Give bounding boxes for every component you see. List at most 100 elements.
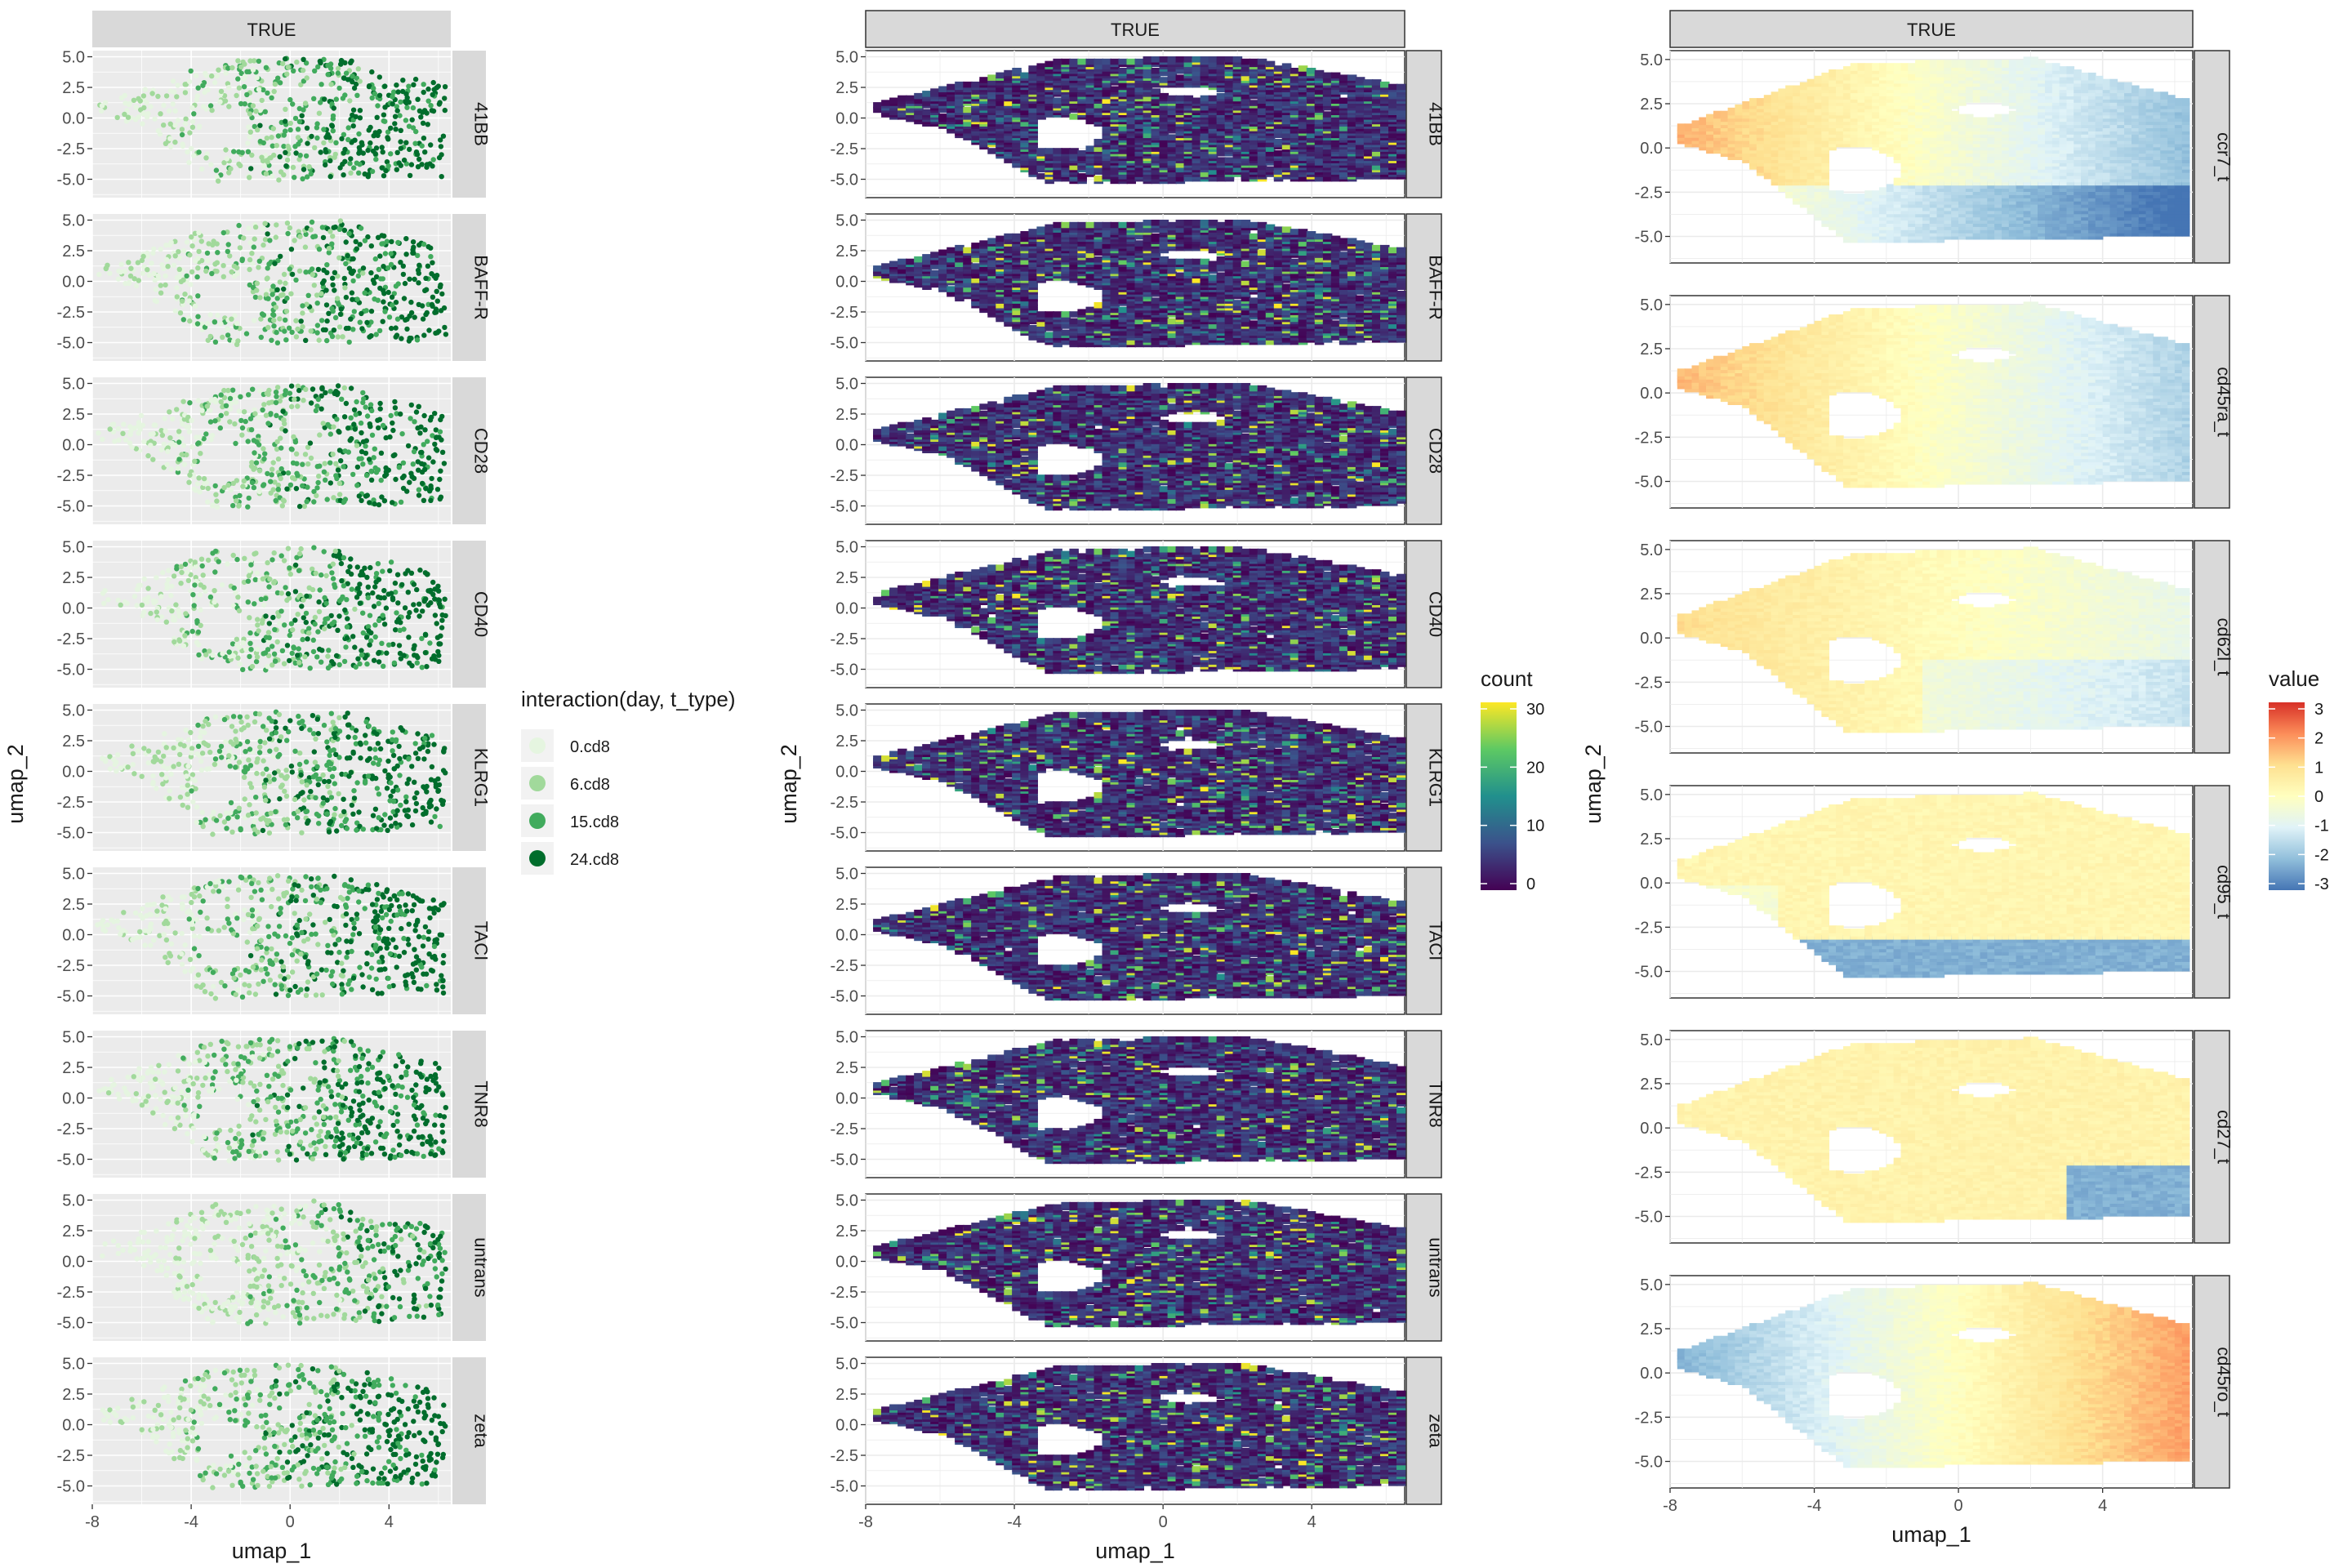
point — [350, 278, 355, 283]
point — [247, 630, 252, 635]
point — [367, 457, 372, 461]
point — [420, 665, 425, 670]
point — [271, 323, 276, 328]
y-tick-label: 0.0 — [62, 600, 85, 618]
point — [401, 486, 406, 491]
point — [223, 98, 228, 103]
y-tick-label: 0.0 — [62, 437, 85, 455]
facet-label-CD40: CD40 — [471, 591, 492, 637]
point — [261, 226, 265, 231]
point — [247, 97, 252, 102]
point — [358, 242, 363, 247]
point — [180, 299, 185, 304]
point — [264, 172, 269, 176]
point — [439, 618, 444, 623]
point — [105, 597, 110, 602]
point — [403, 252, 408, 256]
point — [187, 318, 192, 323]
point — [382, 105, 387, 109]
point — [419, 636, 424, 641]
point — [336, 66, 341, 71]
point — [399, 163, 403, 168]
point — [265, 276, 270, 281]
point — [136, 114, 141, 119]
point — [398, 139, 403, 144]
point — [281, 497, 286, 502]
point — [431, 742, 436, 746]
point — [341, 797, 345, 802]
point — [195, 265, 200, 270]
point — [434, 85, 439, 90]
point — [104, 265, 109, 270]
point — [314, 764, 319, 769]
point — [185, 782, 190, 787]
point — [247, 568, 252, 572]
point — [390, 595, 395, 600]
point — [360, 400, 365, 405]
point — [173, 602, 178, 607]
point — [168, 122, 173, 127]
point — [411, 251, 416, 256]
point — [203, 431, 208, 436]
point — [318, 149, 323, 154]
point — [261, 771, 265, 776]
point — [375, 115, 380, 120]
point — [238, 827, 243, 832]
point — [205, 258, 210, 263]
point — [310, 234, 315, 239]
point — [192, 603, 197, 608]
point — [172, 573, 176, 578]
point — [160, 433, 165, 438]
point — [170, 416, 175, 421]
point — [311, 96, 316, 101]
point — [317, 337, 322, 342]
point — [218, 321, 223, 326]
point — [233, 590, 238, 595]
point — [399, 431, 404, 436]
point — [254, 659, 259, 664]
point — [246, 599, 251, 604]
point — [328, 174, 333, 179]
point — [381, 288, 385, 293]
point — [359, 421, 363, 425]
point — [159, 448, 164, 452]
point — [297, 119, 302, 124]
point — [413, 608, 418, 612]
point — [172, 122, 177, 127]
point — [318, 572, 323, 577]
point — [279, 553, 284, 558]
point — [324, 739, 329, 744]
point — [404, 327, 409, 332]
point — [314, 571, 318, 576]
point — [291, 165, 296, 170]
point — [381, 612, 385, 617]
point — [260, 98, 265, 103]
point — [421, 498, 426, 503]
point — [304, 611, 309, 616]
point — [390, 94, 394, 99]
point — [202, 90, 207, 95]
point — [392, 452, 397, 457]
point — [321, 327, 326, 332]
point — [342, 385, 347, 390]
point — [336, 791, 341, 796]
point — [265, 296, 270, 301]
point — [289, 247, 294, 252]
point — [174, 285, 179, 290]
point — [342, 276, 347, 281]
point — [332, 620, 336, 625]
point — [238, 418, 243, 423]
point — [128, 266, 133, 271]
point — [364, 473, 369, 478]
point — [321, 127, 326, 131]
point — [414, 801, 419, 806]
chart-column-left: TRUE41BB5.02.50.0-2.5-5.0BAFF-R5.02.50.0… — [3, 11, 492, 1563]
point — [318, 59, 323, 64]
point — [442, 461, 447, 466]
point — [379, 451, 384, 456]
point — [386, 643, 391, 648]
point — [287, 127, 292, 132]
point — [406, 635, 411, 639]
point — [414, 409, 419, 414]
point — [245, 140, 250, 145]
